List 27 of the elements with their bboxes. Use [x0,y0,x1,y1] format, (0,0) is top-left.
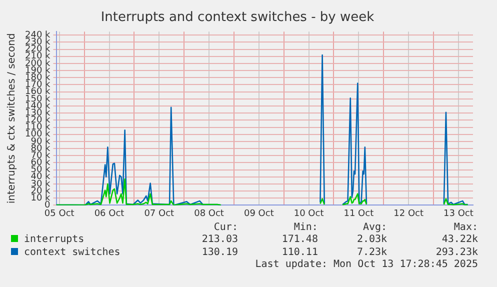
x-tick-label: 13 Oct [444,208,474,219]
x-tick-label: 06 Oct [94,208,125,219]
text: 110.11 [282,247,318,258]
legend-label: interrupts [24,234,84,245]
chart-title: Interrupts and context switches - by week [100,10,375,26]
text: 130.19 [202,247,238,258]
x-tick-label: 11 Oct [344,208,374,219]
text: Cur: [214,222,238,233]
text: 7.23k [356,247,388,258]
text: Last update: Mon Oct 13 17:28:45 2025 [255,259,478,270]
text: Max: [454,222,478,233]
x-tick-label: 09 Oct [244,208,274,219]
x-tick-label: 12 Oct [394,208,424,219]
text: 293.23k [436,247,478,258]
x-tick-label: 08 Oct [194,208,224,219]
text: 213.03 [202,234,238,245]
text: 2.03k [356,234,388,245]
text: 171.48 [282,234,318,245]
x-tick-label: 10 Oct [294,208,324,219]
text: Min: [294,222,318,233]
x-tick-label: 07 Oct [144,208,175,219]
legend-label: context switches [24,247,120,258]
x-tick-label: 05 Oct [44,208,75,219]
text: Avg: [362,222,388,233]
y-axis-title: interrupts & ctx switches / second [6,33,18,204]
y-tick-label: 0 [44,200,51,211]
text: 43.22k [442,234,478,245]
